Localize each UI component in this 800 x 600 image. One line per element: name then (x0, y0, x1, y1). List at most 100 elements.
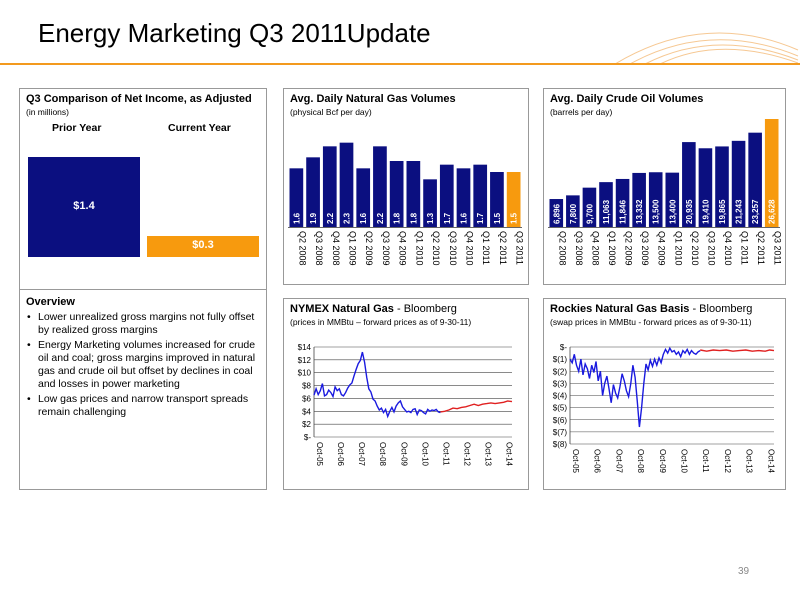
rockies-chart: $(8) $(7) $(6) $(5) $(4) $(3) $(2) $(1) $- Oct-05… (553, 343, 776, 474)
rockies-title-source: - Bloomberg (689, 303, 753, 315)
bar (306, 157, 320, 227)
rockies-panel: Rockies Natural Gas Basis - Bloomberg (s… (543, 298, 786, 490)
bar (439, 164, 454, 227)
net-income-subtitle: (in millions) (26, 107, 69, 117)
data-label: 13,500 (652, 199, 661, 224)
y-tick-label: $(6) (553, 416, 568, 425)
x-tick-label: Q1 2011 (481, 231, 491, 265)
x-tick-label: Oct-13 (484, 442, 493, 467)
x-tick-label: Q2 2011 (498, 231, 508, 265)
data-label: 1.5 (510, 212, 519, 224)
data-label: 11,063 (602, 199, 611, 224)
x-tick-label: Q4 2008 (590, 231, 600, 266)
data-label: 11,846 (619, 199, 628, 224)
data-label: 1.7 (476, 212, 485, 224)
y-tick-label: $(3) (553, 379, 568, 388)
data-label: 1.7 (443, 212, 452, 224)
x-tick-label: Q3 2010 (706, 231, 716, 266)
data-label: 19,410 (701, 199, 710, 224)
rockies-title: Rockies Natural Gas Basis - Bloomberg (550, 303, 752, 315)
x-tick-label: Oct-06 (593, 449, 602, 474)
data-label: 9,700 (585, 203, 594, 224)
bar (764, 119, 779, 227)
data-label: 1.6 (460, 212, 469, 224)
x-tick-label: Oct-08 (378, 442, 387, 467)
bar (549, 199, 564, 227)
y-tick-label: $12 (298, 356, 312, 365)
data-label: 6,896 (552, 203, 561, 224)
current-year-value-label: $0.3 (192, 239, 214, 252)
x-tick-label: Oct-10 (680, 449, 689, 474)
overview-bullet: Energy Marketing volumes increased for c… (26, 339, 262, 391)
nymex-title-main: NYMEX Natural Gas (290, 303, 394, 315)
data-label: 21,243 (735, 199, 744, 224)
data-label: 1.3 (426, 212, 435, 224)
bar (748, 132, 762, 227)
bar (506, 172, 521, 227)
data-label: 1.8 (409, 212, 418, 224)
data-label: 7,800 (569, 203, 578, 224)
x-tick-label: Q3 2009 (640, 231, 650, 266)
nymex-title-source: - Bloomberg (393, 303, 457, 315)
gas-volumes-subtitle: (physical Bcf per day) (290, 107, 372, 117)
bar (373, 146, 387, 227)
x-tick-label: Q1 2010 (414, 231, 424, 266)
current-year-label: Current Year (168, 122, 231, 134)
bar (665, 172, 680, 227)
bar (632, 172, 646, 227)
historical-series-line (313, 351, 441, 419)
data-label: 20,935 (685, 199, 694, 224)
gas-volumes-title: Avg. Daily Natural Gas Volumes (290, 93, 456, 105)
data-label: 13,332 (635, 199, 644, 224)
data-label: 19,865 (718, 199, 727, 224)
y-tick-label: $(7) (553, 428, 568, 437)
data-label: 2.2 (326, 212, 335, 224)
x-tick-label: Q2 2010 (690, 231, 700, 266)
y-tick-label: $(8) (553, 440, 568, 449)
x-tick-label: Q1 2009 (348, 231, 358, 266)
x-tick-label: Q1 2010 (673, 231, 683, 266)
x-tick-label: Q4 2008 (331, 231, 341, 266)
x-tick-label: Q3 2008 (574, 231, 584, 266)
overview-title: Overview (26, 296, 75, 308)
y-tick-label: $8 (302, 382, 311, 391)
x-tick-label: Oct-11 (701, 449, 710, 473)
x-tick-label: Q3 2009 (381, 231, 391, 266)
bar (289, 168, 304, 227)
x-tick-label: Q3 2010 (448, 231, 458, 266)
net-income-panel: Q3 Comparison of Net Income, as Adjusted… (19, 88, 267, 490)
overview-bullet: Low gas prices and narrow transport spre… (26, 393, 262, 419)
data-label: 26,628 (768, 199, 777, 224)
x-tick-label: Oct-05 (315, 442, 324, 467)
data-label: 2.2 (376, 212, 385, 224)
x-tick-label: Oct-08 (636, 449, 645, 474)
x-tick-label: Q2 2010 (431, 231, 441, 266)
bar (423, 179, 437, 227)
y-tick-label: $(1) (553, 355, 568, 364)
nymex-panel: NYMEX Natural Gas - Bloomberg (prices in… (283, 298, 529, 490)
x-tick-label: Oct-07 (614, 449, 623, 474)
oil-volumes-panel: Avg. Daily Crude Oil Volumes (barrels pe… (543, 88, 786, 285)
page-number: 39 (738, 566, 750, 577)
y-tick-label: $- (304, 433, 311, 442)
x-tick-label: Q3 2008 (314, 231, 324, 266)
bar (322, 146, 337, 227)
x-tick-label: Q3 2011 (515, 231, 525, 265)
current-year-bar: $0.3 (147, 235, 259, 257)
data-label: 13,400 (668, 199, 677, 224)
forward-series-line (440, 400, 513, 413)
bar (648, 172, 663, 227)
x-tick-label: Q1 2009 (607, 231, 617, 266)
x-tick-label: Oct-12 (723, 449, 732, 474)
rockies-subtitle: (swap prices in MMBtu - forward prices a… (550, 317, 752, 327)
arc-logo-decoration (614, 32, 799, 65)
bar (490, 172, 504, 227)
y-tick-label: $2 (302, 420, 311, 429)
data-label: 23,257 (751, 199, 760, 224)
bar (389, 161, 404, 227)
net-income-title: Q3 Comparison of Net Income, as Adjusted (26, 93, 252, 105)
data-label: 1.5 (493, 212, 502, 224)
x-tick-label: Q2 2009 (624, 231, 634, 266)
